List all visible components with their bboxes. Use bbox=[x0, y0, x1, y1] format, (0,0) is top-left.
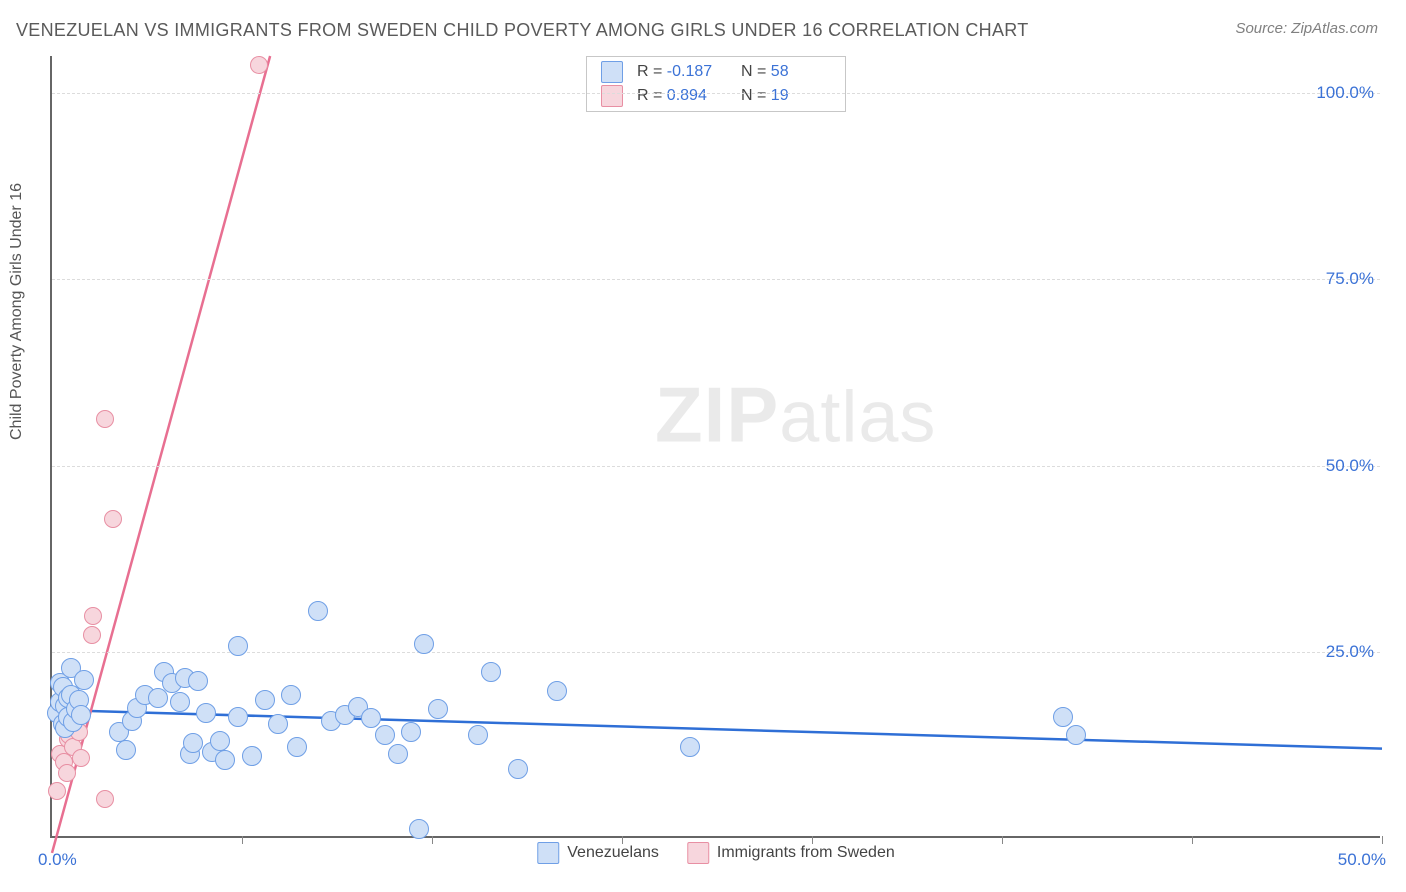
data-point bbox=[183, 733, 203, 753]
y-tick-label: 75.0% bbox=[1326, 269, 1374, 289]
data-point bbox=[228, 636, 248, 656]
y-tick-label: 50.0% bbox=[1326, 456, 1374, 476]
x-tick bbox=[1192, 836, 1193, 844]
swatch-icon bbox=[601, 61, 623, 83]
data-point bbox=[188, 671, 208, 691]
data-point bbox=[268, 714, 288, 734]
data-point bbox=[116, 740, 136, 760]
data-point bbox=[48, 782, 66, 800]
x-tick bbox=[622, 836, 623, 844]
legend-label: Venezuelans bbox=[567, 844, 659, 862]
data-point bbox=[96, 790, 114, 808]
data-point bbox=[547, 681, 567, 701]
y-tick-label: 25.0% bbox=[1326, 642, 1374, 662]
grid-line bbox=[52, 279, 1380, 280]
y-tick-label: 100.0% bbox=[1316, 83, 1374, 103]
y-axis-label: Child Poverty Among Girls Under 16 bbox=[8, 183, 26, 440]
x-tick bbox=[242, 836, 243, 844]
legend-item-sweden: Immigrants from Sweden bbox=[687, 842, 895, 864]
data-point bbox=[196, 703, 216, 723]
data-point bbox=[242, 746, 262, 766]
data-point bbox=[58, 764, 76, 782]
data-point bbox=[1053, 707, 1073, 727]
grid-line bbox=[52, 652, 1380, 653]
chart-source: Source: ZipAtlas.com bbox=[1235, 20, 1378, 37]
watermark-logo: ZIPatlas bbox=[655, 369, 936, 460]
data-point bbox=[104, 510, 122, 528]
swatch-icon bbox=[601, 85, 623, 107]
data-point bbox=[74, 670, 94, 690]
trend-lines bbox=[52, 56, 1380, 836]
chart-title: VENEZUELAN VS IMMIGRANTS FROM SWEDEN CHI… bbox=[16, 20, 1029, 41]
series-legend: Venezuelans Immigrants from Sweden bbox=[537, 842, 894, 864]
data-point bbox=[388, 744, 408, 764]
data-point bbox=[281, 685, 301, 705]
data-point bbox=[72, 749, 90, 767]
data-point bbox=[468, 725, 488, 745]
data-point bbox=[215, 750, 235, 770]
data-point bbox=[481, 662, 501, 682]
x-tick bbox=[1002, 836, 1003, 844]
data-point bbox=[287, 737, 307, 757]
data-point bbox=[71, 705, 91, 725]
data-point bbox=[170, 692, 190, 712]
data-point bbox=[508, 759, 528, 779]
data-point bbox=[210, 731, 230, 751]
data-point bbox=[308, 601, 328, 621]
data-point bbox=[255, 690, 275, 710]
data-point bbox=[401, 722, 421, 742]
x-axis-max-label: 50.0% bbox=[1338, 850, 1386, 870]
data-point bbox=[228, 707, 248, 727]
data-point bbox=[83, 626, 101, 644]
data-point bbox=[428, 699, 448, 719]
swatch-icon bbox=[687, 842, 709, 864]
grid-line bbox=[52, 93, 1380, 94]
x-tick bbox=[432, 836, 433, 844]
data-point bbox=[680, 737, 700, 757]
data-point bbox=[84, 607, 102, 625]
x-tick bbox=[812, 836, 813, 844]
legend-item-venezuelans: Venezuelans bbox=[537, 842, 659, 864]
data-point bbox=[409, 819, 429, 839]
data-point bbox=[375, 725, 395, 745]
data-point bbox=[250, 56, 268, 74]
legend-row-sweden: R = 0.894 N = 19 bbox=[587, 84, 845, 108]
trend-line bbox=[52, 710, 1382, 749]
x-axis-origin-label: 0.0% bbox=[38, 850, 77, 870]
legend-label: Immigrants from Sweden bbox=[717, 844, 895, 862]
data-point bbox=[414, 634, 434, 654]
legend-row-venezuelans: R = -0.187 N = 58 bbox=[587, 60, 845, 84]
x-tick bbox=[1382, 836, 1383, 844]
swatch-icon bbox=[537, 842, 559, 864]
scatter-chart: ZIPatlas R = -0.187 N = 58 R = 0.894 N =… bbox=[50, 56, 1380, 838]
grid-line bbox=[52, 466, 1380, 467]
data-point bbox=[96, 410, 114, 428]
correlation-legend: R = -0.187 N = 58 R = 0.894 N = 19 bbox=[586, 56, 846, 112]
data-point bbox=[361, 708, 381, 728]
data-point bbox=[1066, 725, 1086, 745]
